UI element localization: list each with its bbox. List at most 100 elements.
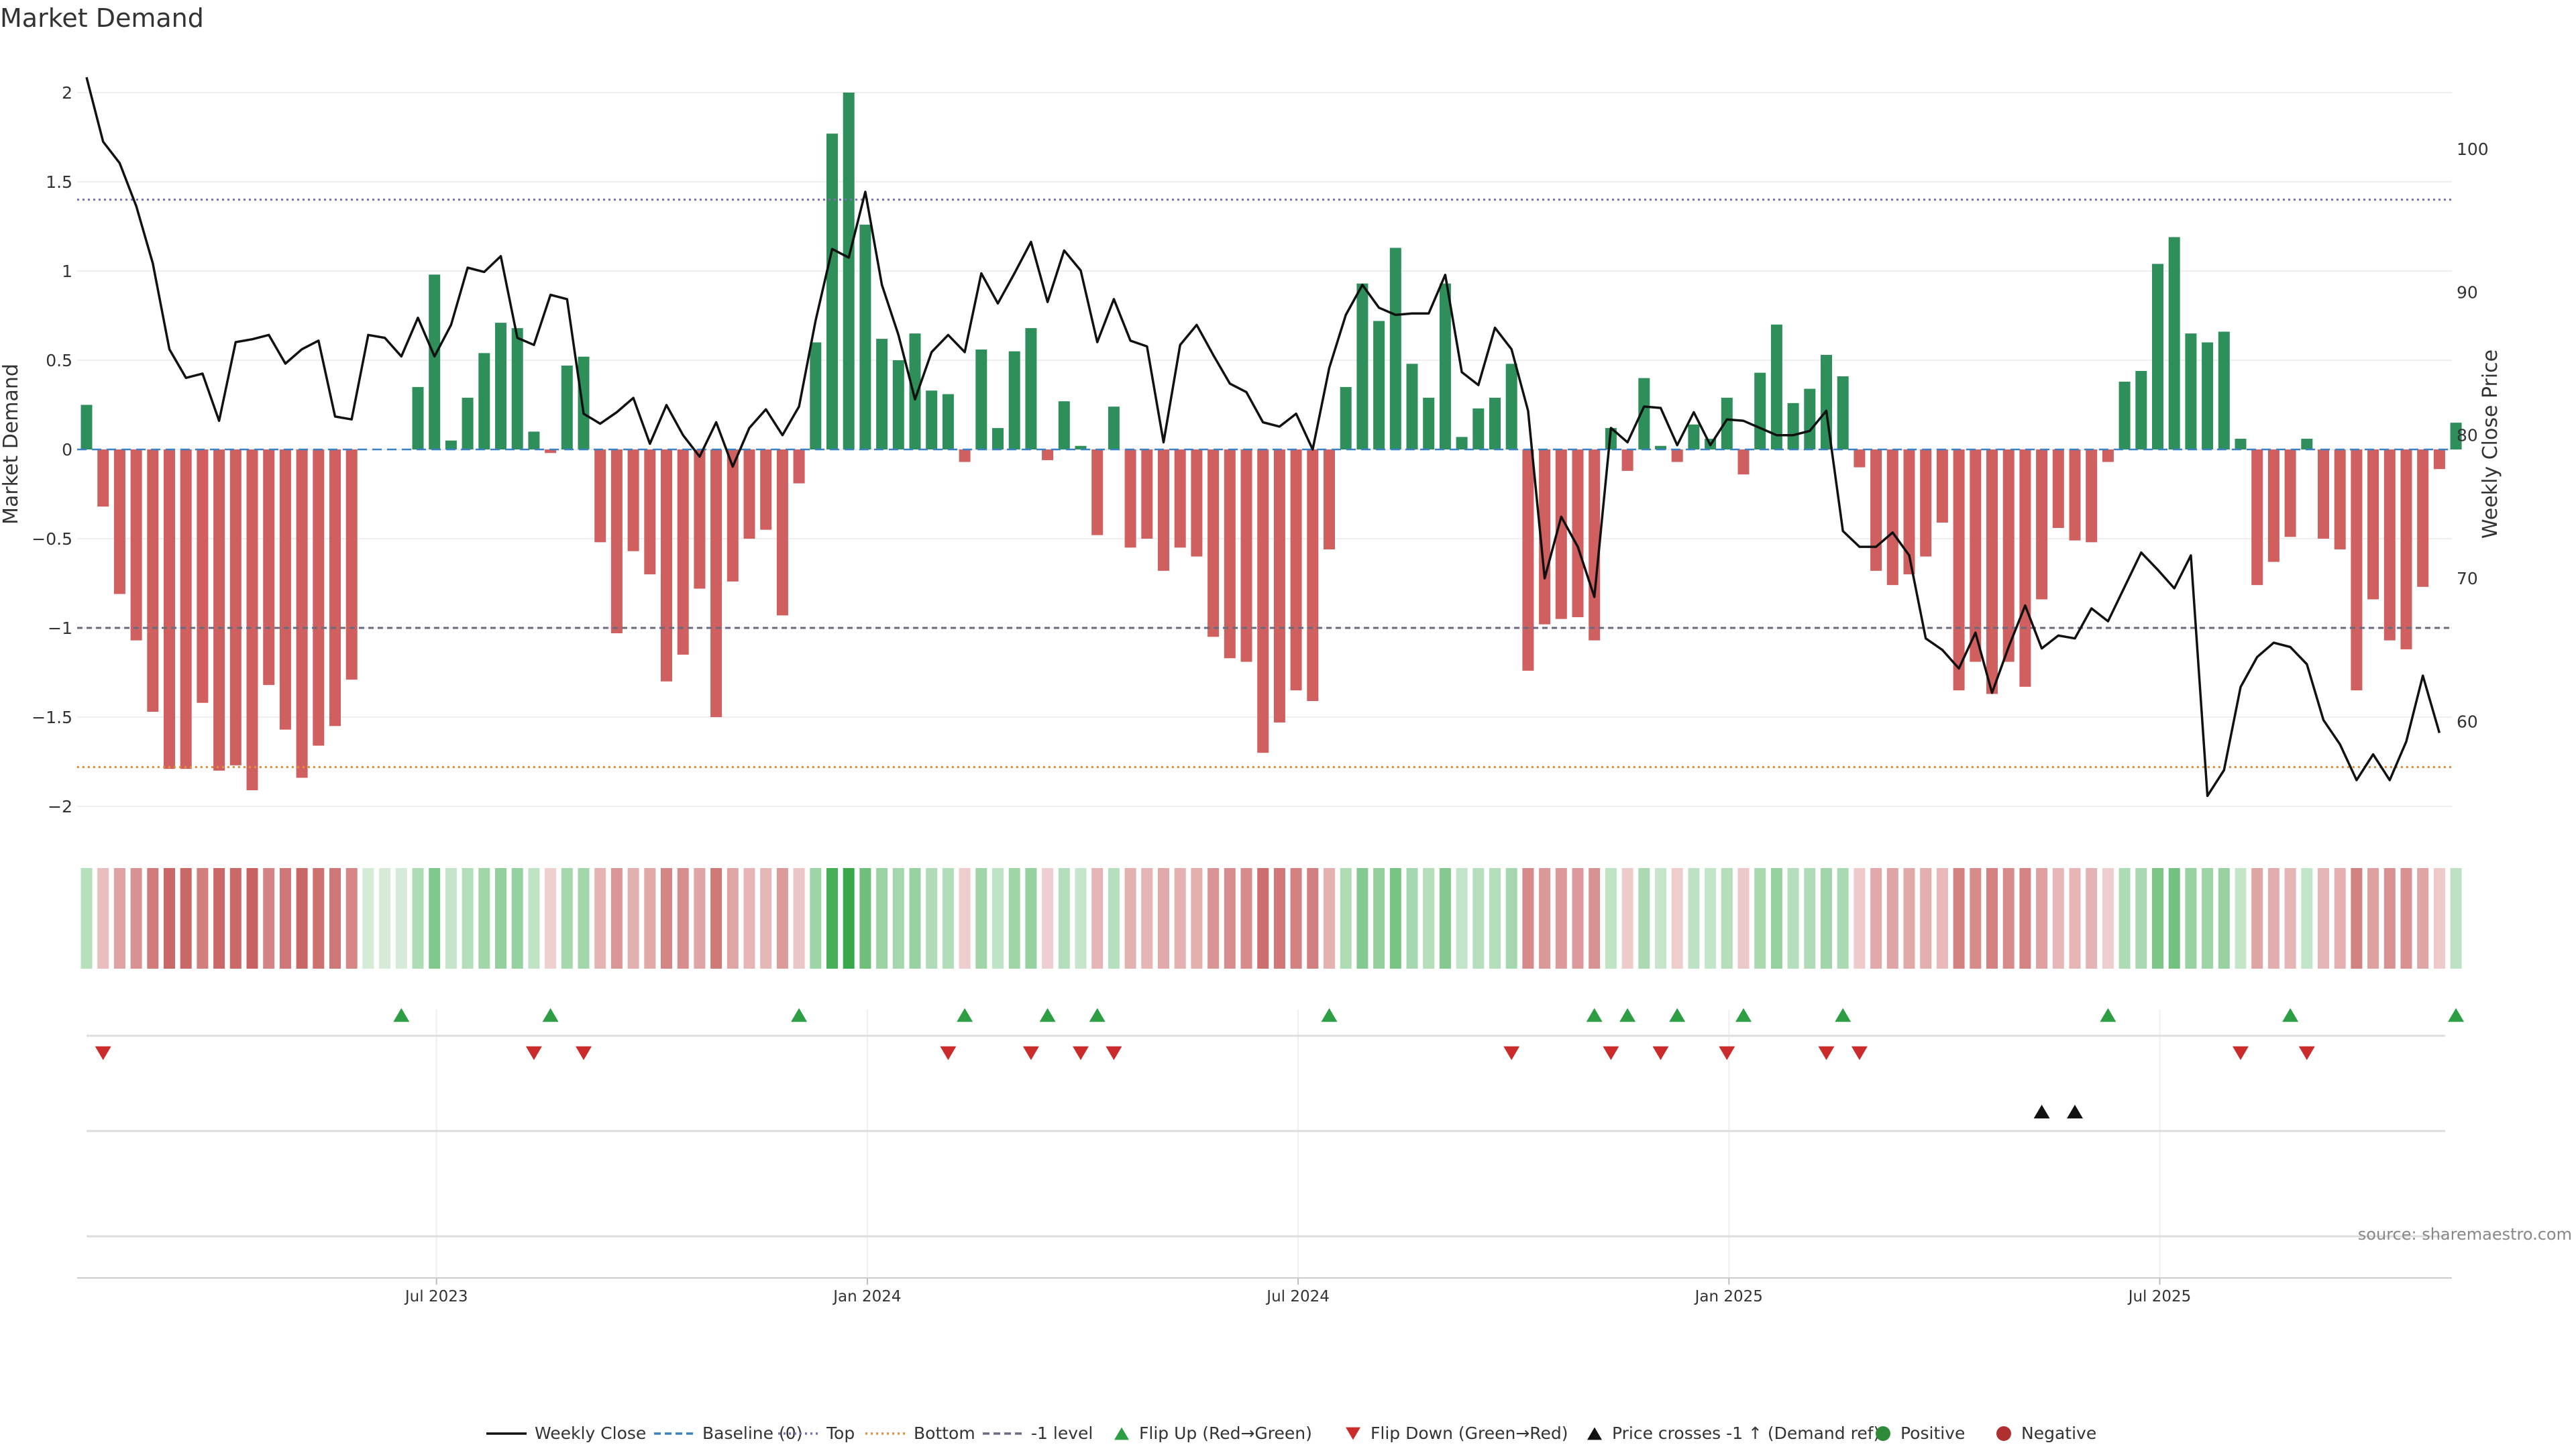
legend-label: Price crosses -1 ↑ (Demand ref) bbox=[1612, 1424, 1880, 1443]
heat-cell bbox=[1042, 868, 1054, 969]
heat-cell bbox=[1953, 868, 1965, 969]
heat-cell bbox=[246, 868, 258, 969]
heat-cell bbox=[213, 868, 225, 969]
heat-cell bbox=[2118, 868, 2131, 969]
heat-cell bbox=[1191, 868, 1203, 969]
heat-cell bbox=[511, 868, 523, 969]
heat-cell bbox=[2251, 868, 2263, 969]
heat-cell bbox=[826, 868, 838, 969]
demand-bar-negative bbox=[1671, 449, 1683, 462]
flip-down-marker bbox=[2298, 1046, 2315, 1061]
heat-cell bbox=[810, 868, 822, 969]
demand-bar-positive bbox=[926, 390, 938, 449]
heat-cell bbox=[495, 868, 506, 969]
demand-bar-positive bbox=[1770, 324, 1782, 449]
heat-cell bbox=[1091, 868, 1104, 969]
heat-cell bbox=[2400, 868, 2412, 969]
heat-cell bbox=[694, 868, 706, 969]
heat-cell bbox=[1406, 868, 1418, 969]
heat-cell bbox=[2185, 868, 2197, 969]
y-left-tick-label: −2 bbox=[48, 797, 72, 816]
demand-bar-positive bbox=[843, 93, 855, 449]
demand-bar-positive bbox=[2450, 423, 2462, 449]
heat-cell bbox=[329, 868, 341, 969]
legend-label: -1 level bbox=[1031, 1424, 1093, 1443]
demand-bar-positive bbox=[1423, 397, 1435, 449]
demand-heat-strip bbox=[80, 868, 2462, 969]
legend-swatch bbox=[1114, 1427, 1129, 1440]
heat-cell bbox=[1589, 868, 1601, 969]
demand-bar-negative bbox=[1224, 449, 1236, 659]
y-left-tick-label: 0.5 bbox=[46, 351, 72, 370]
demand-bar-negative bbox=[1273, 449, 1285, 722]
demand-bar-positive bbox=[810, 342, 822, 449]
demand-bar-negative bbox=[113, 449, 125, 594]
demand-bar-positive bbox=[429, 274, 441, 449]
legend-item: Top bbox=[778, 1424, 855, 1443]
demand-bar-negative bbox=[2102, 449, 2114, 462]
legend-swatch bbox=[1876, 1426, 1890, 1441]
demand-bar-positive bbox=[1406, 364, 1418, 449]
flip-down-marker bbox=[1818, 1046, 1835, 1061]
heat-cell bbox=[1886, 868, 1898, 969]
demand-bar-negative bbox=[296, 449, 308, 778]
heat-cell bbox=[843, 868, 855, 969]
heat-cell bbox=[1240, 868, 1252, 969]
flip-down-marker bbox=[1073, 1046, 1089, 1061]
demand-bar-negative bbox=[959, 449, 971, 462]
demand-bar-positive bbox=[1025, 328, 1037, 449]
demand-bar-negative bbox=[180, 449, 192, 769]
heat-cell bbox=[1539, 868, 1551, 969]
heat-cell bbox=[445, 868, 457, 969]
legend-swatch bbox=[1346, 1427, 1360, 1440]
demand-bar-negative bbox=[1986, 449, 1998, 694]
demand-bar-negative bbox=[1589, 449, 1601, 641]
demand-bar-negative bbox=[661, 449, 672, 682]
demand-bar-positive bbox=[1456, 437, 1468, 449]
source-label: source: sharemaestro.com bbox=[2358, 1225, 2572, 1244]
heat-cell bbox=[1705, 868, 1717, 969]
heat-cell bbox=[2202, 868, 2214, 969]
demand-bar-negative bbox=[1091, 449, 1104, 535]
heat-cell bbox=[1257, 868, 1269, 969]
x-tick-label: Jul 2025 bbox=[2127, 1288, 2192, 1305]
flip-up-marker bbox=[542, 1008, 559, 1022]
heat-cell bbox=[2135, 868, 2147, 969]
heat-cell bbox=[362, 868, 374, 969]
demand-bar-negative bbox=[776, 449, 788, 616]
heat-cell bbox=[594, 868, 606, 969]
demand-bar-positive bbox=[1439, 283, 1451, 449]
heat-cell bbox=[1754, 868, 1766, 969]
flip-down-marker bbox=[940, 1046, 957, 1061]
demand-bar-positive bbox=[511, 328, 523, 449]
heat-cell bbox=[1671, 868, 1683, 969]
flip-up-marker bbox=[2448, 1008, 2465, 1022]
demand-bar-negative bbox=[627, 449, 639, 551]
y-right-tick-label: 70 bbox=[2457, 569, 2478, 588]
demand-bar-positive bbox=[909, 333, 921, 449]
heat-cell bbox=[1770, 868, 1782, 969]
demand-bar-negative bbox=[1903, 449, 1915, 575]
heat-cell bbox=[661, 868, 672, 969]
heat-cell bbox=[1638, 868, 1650, 969]
heat-cell bbox=[130, 868, 142, 969]
flip-up-marker bbox=[1835, 1008, 1851, 1022]
heat-cell bbox=[909, 868, 921, 969]
demand-bar-negative bbox=[1240, 449, 1252, 662]
heat-cell bbox=[578, 868, 590, 969]
y-left-tick-label: −1.5 bbox=[32, 708, 72, 727]
heat-cell bbox=[2267, 868, 2279, 969]
demand-bar-negative bbox=[1307, 449, 1319, 702]
demand-bar-negative bbox=[1124, 449, 1136, 548]
demand-bar-negative bbox=[130, 449, 142, 641]
y-right-tick-label: 100 bbox=[2457, 140, 2489, 159]
demand-bar-positive bbox=[992, 428, 1004, 449]
legend-item: Negative bbox=[1996, 1424, 2096, 1443]
flip-down-marker bbox=[525, 1046, 542, 1061]
demand-bar-negative bbox=[279, 449, 291, 730]
demand-bar-negative bbox=[694, 449, 706, 589]
heat-cell bbox=[2102, 868, 2114, 969]
demand-bar-negative bbox=[197, 449, 209, 703]
legend-item: Weekly Close bbox=[486, 1424, 646, 1443]
heat-cell bbox=[975, 868, 987, 969]
